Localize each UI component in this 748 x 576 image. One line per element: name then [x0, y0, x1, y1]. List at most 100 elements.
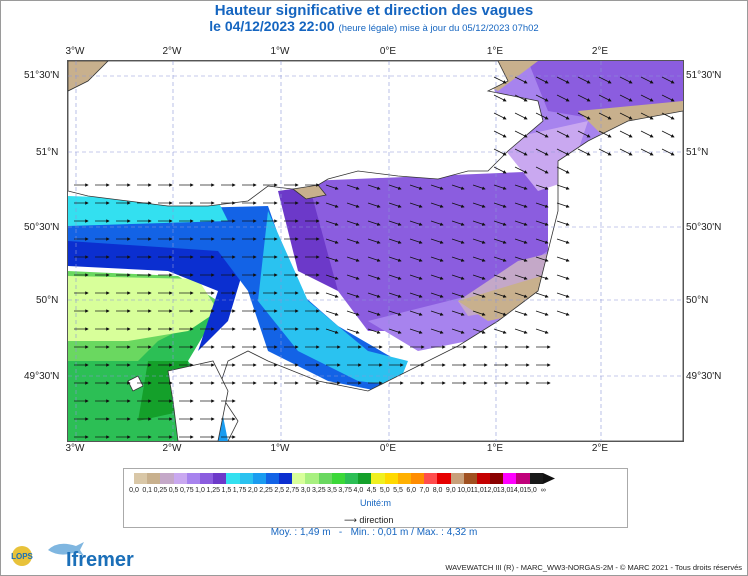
- colorbar-swatch: [476, 473, 491, 484]
- wave-direction-arrow: [577, 76, 591, 84]
- map-title: Hauteur significative et direction des v…: [214, 2, 534, 19]
- wave-direction-arrow: [430, 256, 444, 262]
- wave-direction-arrow: [493, 292, 507, 298]
- colorbar-tick-label: 3,25: [311, 487, 326, 494]
- wave-direction-arrow: [535, 256, 549, 262]
- wave-direction-arrow: [409, 238, 423, 244]
- wave-direction-arrow: [409, 220, 423, 226]
- stat-mean: Moy. : 1,49 m: [270, 527, 331, 538]
- wave-direction-arrow: [661, 76, 675, 84]
- wave-direction-arrow: [535, 94, 549, 102]
- colorbar-swatch: [503, 473, 517, 484]
- wave-direction-arrow: [493, 112, 507, 120]
- colorbar-swatch: [292, 473, 306, 484]
- wave-direction-arrow: [346, 328, 360, 334]
- footer-credits: WAVEWATCH III (R) - MARC_WW3-NORGAS-2M -…: [445, 563, 742, 572]
- colorbar-tick-label: 3,5: [327, 487, 337, 494]
- colorbar-swatch: [529, 473, 543, 484]
- lat-label-right: 51°30'N: [686, 70, 722, 81]
- wave-direction-arrow: [514, 328, 528, 334]
- wave-direction-arrow: [556, 238, 570, 244]
- wave-map-svg: [68, 61, 683, 441]
- wave-direction-arrow: [325, 310, 339, 316]
- wave-direction-arrow: [514, 310, 528, 316]
- wave-direction-arrow: [367, 292, 381, 298]
- wave-direction-arrow: [430, 220, 444, 226]
- wave-direction-arrow: [472, 184, 486, 190]
- land-france: [217, 110, 683, 441]
- colorbar-tick-label: 2,0: [247, 487, 258, 494]
- colorbar-tick-label: 1,0: [195, 487, 205, 494]
- wave-direction-arrow: [535, 184, 549, 190]
- lon-label-top: 2°E: [591, 46, 609, 57]
- wave-direction-arrow: [556, 94, 570, 102]
- colorbar-swatch: [345, 473, 359, 484]
- lat-label-right: 49°30'N: [686, 371, 722, 382]
- wave-direction-arrow: [577, 130, 591, 138]
- wave-direction-arrow: [430, 184, 444, 190]
- wave-direction-arrow: [367, 328, 381, 334]
- wave-direction-arrow: [619, 94, 633, 102]
- wave-direction-arrow: [619, 130, 633, 138]
- wave-direction-arrow: [430, 202, 444, 208]
- colorbar-swatch: [318, 473, 332, 484]
- wave-direction-arrow: [598, 76, 612, 84]
- wave-direction-arrow: [388, 202, 402, 208]
- wave-direction-arrow: [451, 292, 465, 298]
- wave-direction-arrow: [325, 274, 339, 280]
- wave-direction-arrow: [535, 76, 549, 84]
- wave-direction-arrow: [556, 202, 570, 208]
- wave-direction-arrow: [346, 184, 360, 190]
- wave-direction-arrow: [388, 274, 402, 280]
- wave-direction-arrow: [367, 184, 381, 190]
- wave-direction-arrow: [388, 310, 402, 316]
- colorbar-tick-label: 1,5: [221, 487, 232, 494]
- wave-direction-arrow: [346, 274, 360, 280]
- wave-direction-arrow: [430, 310, 444, 316]
- colorbar-swatch: [397, 473, 411, 484]
- wave-direction-arrow: [493, 94, 507, 102]
- wave-direction-arrow: [493, 256, 507, 262]
- colorbar-tick-label: 1,25: [206, 487, 220, 494]
- colorbar-overflow-arrow-icon: [543, 473, 555, 484]
- wave-direction-arrow: [640, 76, 654, 84]
- wave-direction-arrow: [325, 202, 339, 208]
- wave-direction-arrow: [556, 130, 570, 138]
- land-channel-islands: [127, 375, 144, 392]
- wave-direction-arrow: [535, 220, 549, 226]
- wave-direction-arrow: [535, 292, 549, 298]
- wave-direction-arrow: [409, 310, 423, 316]
- wave-direction-arrow: [640, 112, 654, 120]
- wave-direction-arrow: [493, 166, 507, 174]
- colorbar-swatch: [265, 473, 280, 484]
- wave-direction-arrow: [367, 238, 381, 244]
- wave-direction-arrow: [514, 112, 528, 120]
- wave-direction-arrow: [556, 76, 570, 84]
- statistics-line: Moy. : 1,49 m - Min. : 0,01 m / Max. : 4…: [0, 527, 748, 538]
- wave-direction-arrow: [472, 256, 486, 262]
- wave-direction-arrow: [493, 238, 507, 244]
- wave-direction-arrow: [556, 184, 570, 190]
- wave-direction-arrow: [577, 148, 591, 156]
- wave-direction-arrow: [346, 238, 360, 244]
- wave-direction-arrow: [514, 202, 528, 208]
- graticule: [68, 61, 683, 441]
- colorbar-tick-label: 0,1: [142, 487, 153, 494]
- wave-direction-arrow: [451, 328, 465, 334]
- ifremer-fish-icon: [48, 542, 84, 556]
- colorbar-swatch: [186, 473, 200, 484]
- lat-label-right: 50°30'N: [686, 222, 722, 233]
- wave-direction-arrow: [472, 292, 486, 298]
- wave-direction-arrow: [325, 256, 339, 262]
- wave-direction-arrow: [430, 274, 444, 280]
- wave-direction-arrow: [640, 148, 654, 156]
- wave-direction-arrow: [367, 310, 381, 316]
- wave-direction-arrow: [346, 220, 360, 226]
- lon-label-bottom: 1°E: [486, 443, 504, 454]
- colorbar-swatch: [424, 473, 438, 484]
- wave-direction-arrow: [556, 112, 570, 120]
- wave-direction-arrow: [451, 184, 465, 190]
- wave-direction-arrow: [325, 238, 339, 244]
- wave-direction-arrow: [409, 292, 423, 298]
- wave-direction-arrow: [430, 238, 444, 244]
